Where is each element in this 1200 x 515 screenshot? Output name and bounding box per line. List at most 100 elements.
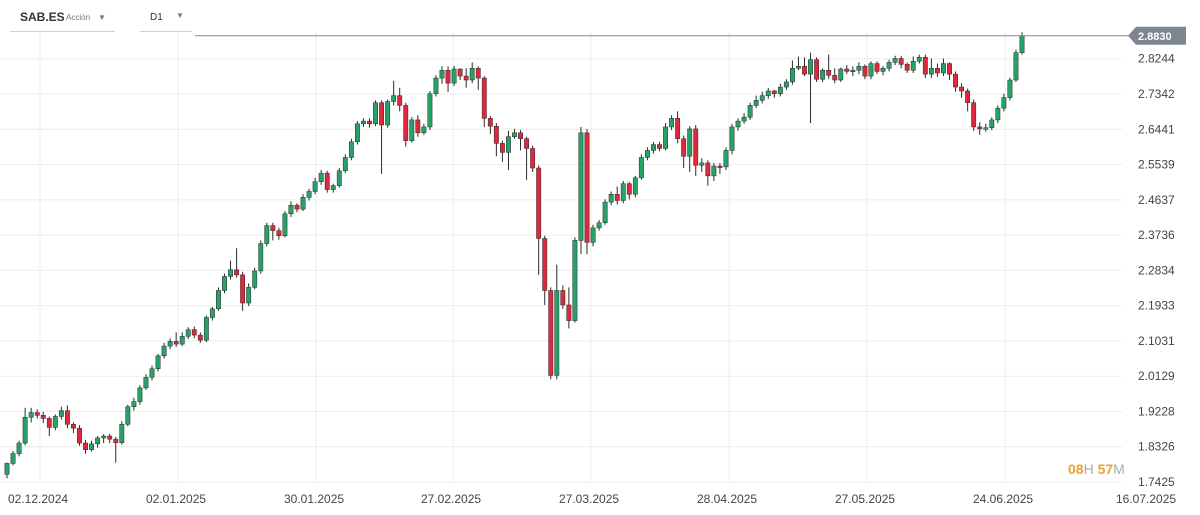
candle bbox=[83, 439, 88, 454]
candle bbox=[584, 128, 590, 255]
candle bbox=[276, 227, 282, 240]
candle bbox=[959, 83, 965, 98]
candle bbox=[22, 407, 28, 446]
x-tick-label: 02.01.2025 bbox=[146, 492, 206, 506]
y-tick-label: 2.3736 bbox=[1138, 228, 1175, 242]
candle bbox=[149, 365, 155, 381]
y-tick-label: 2.2834 bbox=[1138, 263, 1175, 277]
candle bbox=[179, 332, 185, 347]
y-tick-label: 2.1031 bbox=[1138, 334, 1175, 348]
candle bbox=[554, 264, 560, 380]
toolbar-divider bbox=[10, 31, 115, 32]
candle bbox=[651, 141, 656, 154]
candle bbox=[524, 136, 530, 180]
candle bbox=[282, 211, 288, 238]
candle bbox=[596, 220, 602, 231]
candle bbox=[995, 105, 1001, 124]
candle bbox=[385, 99, 391, 128]
y-tick-label: 2.0129 bbox=[1138, 369, 1175, 383]
candle bbox=[34, 409, 40, 419]
candle bbox=[820, 68, 826, 82]
candle bbox=[403, 102, 409, 147]
candle bbox=[614, 186, 620, 205]
candle bbox=[58, 406, 64, 420]
candle bbox=[632, 175, 638, 198]
chevron-down-icon[interactable]: ▼ bbox=[98, 13, 106, 22]
candle bbox=[741, 113, 747, 124]
candle bbox=[693, 124, 699, 176]
candle bbox=[240, 271, 246, 311]
candle bbox=[765, 87, 771, 99]
candle bbox=[131, 397, 137, 411]
candle bbox=[125, 404, 131, 427]
x-tick-label: 28.04.2025 bbox=[697, 492, 757, 506]
candle bbox=[717, 162, 723, 174]
candle bbox=[868, 61, 874, 80]
candle bbox=[699, 158, 705, 172]
candle bbox=[40, 411, 46, 424]
candle bbox=[348, 138, 354, 161]
candle bbox=[681, 135, 687, 169]
candle bbox=[481, 76, 487, 127]
candle bbox=[663, 123, 668, 151]
candle bbox=[735, 118, 741, 131]
candle bbox=[796, 56, 801, 71]
candle bbox=[789, 60, 795, 85]
candle bbox=[342, 154, 348, 174]
candle bbox=[89, 440, 95, 452]
y-axis-ticks: 2.8244 2.7342 2.6441 2.5539 2.4637 2.3736 2.28… bbox=[1138, 52, 1175, 489]
y-tick-label: 1.7425 bbox=[1138, 475, 1175, 489]
candle bbox=[838, 67, 844, 82]
x-tick-label: 27.02.2025 bbox=[421, 492, 481, 506]
candle bbox=[463, 68, 469, 88]
candle bbox=[294, 203, 300, 213]
candle bbox=[451, 65, 457, 86]
candle bbox=[354, 121, 360, 145]
candle bbox=[620, 180, 626, 204]
candle bbox=[95, 436, 101, 448]
candle bbox=[167, 338, 173, 350]
candle bbox=[965, 88, 971, 112]
candle bbox=[729, 123, 735, 155]
x-axis-ticks: 02.12.2024 02.01.2025 30.01.2025 27.02.2025… bbox=[8, 492, 1176, 506]
candle bbox=[487, 115, 493, 134]
candle bbox=[173, 332, 179, 347]
candle bbox=[844, 65, 850, 75]
candle bbox=[723, 147, 729, 170]
y-tick-label: 1.8326 bbox=[1138, 440, 1175, 454]
candle bbox=[705, 160, 711, 186]
timeframe-selector[interactable]: D1 bbox=[150, 12, 163, 23]
candle bbox=[161, 342, 167, 359]
toolbar-divider bbox=[140, 31, 192, 32]
y-tick-label: 2.4637 bbox=[1138, 193, 1175, 207]
candle bbox=[657, 141, 662, 152]
candle-countdown: 08H 57M bbox=[1068, 461, 1125, 477]
x-tick-label: 27.03.2025 bbox=[559, 492, 619, 506]
candle bbox=[234, 248, 240, 278]
candle bbox=[113, 436, 119, 463]
candle bbox=[904, 62, 910, 73]
candle bbox=[107, 434, 113, 444]
candle bbox=[397, 87, 403, 112]
candle bbox=[934, 63, 940, 77]
candle bbox=[578, 126, 584, 255]
candle bbox=[433, 75, 439, 97]
candle bbox=[644, 147, 650, 161]
chevron-down-icon[interactable]: ▼ bbox=[176, 11, 184, 20]
candle bbox=[288, 201, 294, 217]
candle bbox=[560, 285, 566, 309]
candle bbox=[506, 130, 511, 170]
candle bbox=[1007, 77, 1013, 101]
candle bbox=[330, 183, 336, 193]
candle bbox=[1001, 93, 1007, 112]
candle bbox=[983, 123, 989, 132]
candle bbox=[421, 123, 427, 135]
candle bbox=[626, 181, 632, 200]
candle bbox=[391, 80, 397, 106]
candle bbox=[916, 54, 922, 64]
candle bbox=[379, 100, 385, 174]
symbol-selector[interactable]: SAB.ES bbox=[20, 10, 65, 24]
y-tick-label: 2.5539 bbox=[1138, 158, 1175, 172]
candle bbox=[542, 235, 548, 305]
